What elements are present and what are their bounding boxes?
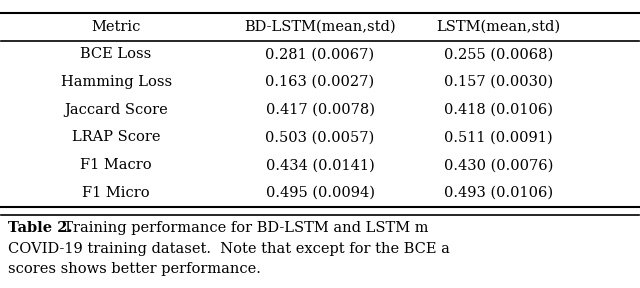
Text: 0.417 (0.0078): 0.417 (0.0078) [266,103,374,117]
Text: F1 Micro: F1 Micro [83,186,150,200]
Text: BCE Loss: BCE Loss [81,47,152,61]
Text: Training performance for BD-LSTM and LSTM m: Training performance for BD-LSTM and LST… [54,221,429,235]
Text: COVID-19 training dataset.  Note that except for the BCE a: COVID-19 training dataset. Note that exc… [8,242,450,255]
Text: LSTM(mean,std): LSTM(mean,std) [436,20,561,34]
Text: 0.157 (0.0030): 0.157 (0.0030) [444,75,553,89]
Text: 0.511 (0.0091): 0.511 (0.0091) [444,130,553,145]
Text: 0.430 (0.0076): 0.430 (0.0076) [444,158,553,172]
Text: Table 2.: Table 2. [8,221,72,235]
Text: Metric: Metric [92,20,141,34]
Text: 0.281 (0.0067): 0.281 (0.0067) [266,47,374,61]
Text: 0.493 (0.0106): 0.493 (0.0106) [444,186,553,200]
Text: 0.434 (0.0141): 0.434 (0.0141) [266,158,374,172]
Text: BD-LSTM(mean,std): BD-LSTM(mean,std) [244,20,396,34]
Text: 0.503 (0.0057): 0.503 (0.0057) [266,130,374,145]
Text: Jaccard Score: Jaccard Score [64,103,168,117]
Text: Hamming Loss: Hamming Loss [61,75,172,89]
Text: 0.495 (0.0094): 0.495 (0.0094) [266,186,374,200]
Text: LRAP Score: LRAP Score [72,130,161,145]
Text: scores shows better performance.: scores shows better performance. [8,262,260,276]
Text: F1 Macro: F1 Macro [80,158,152,172]
Text: 0.418 (0.0106): 0.418 (0.0106) [444,103,553,117]
Text: 0.163 (0.0027): 0.163 (0.0027) [266,75,374,89]
Text: 0.255 (0.0068): 0.255 (0.0068) [444,47,553,61]
